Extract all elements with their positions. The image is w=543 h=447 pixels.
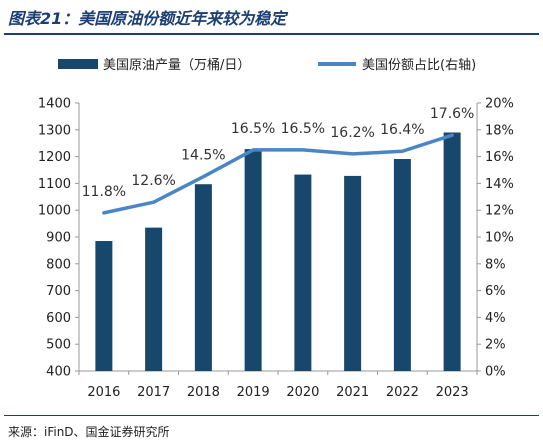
bottom-divider xyxy=(4,415,539,416)
bar xyxy=(145,227,163,371)
data-label: 14.5% xyxy=(181,148,225,164)
right-tick-label: 4% xyxy=(485,311,506,326)
legend-label-line: 美国份额占比(右轴) xyxy=(362,58,476,73)
legend-swatch-bar xyxy=(58,59,98,69)
x-tick-label: 2021 xyxy=(336,385,369,400)
bar xyxy=(393,159,411,371)
right-tick-label: 12% xyxy=(485,204,514,219)
source-note: 来源：iFinD、国金证券研究所 xyxy=(8,425,170,439)
bar xyxy=(443,132,461,371)
left-tick-label: 1000 xyxy=(38,204,71,219)
x-tick-label: 2017 xyxy=(137,385,170,400)
left-tick-label: 1200 xyxy=(38,150,71,165)
right-tick-label: 16% xyxy=(485,150,514,165)
share-line xyxy=(102,133,454,215)
left-tick-label: 800 xyxy=(46,257,71,272)
bar xyxy=(344,175,362,371)
x-tick-label: 2019 xyxy=(237,385,270,400)
left-tick-label: 1400 xyxy=(38,97,71,112)
x-tick-label: 2023 xyxy=(436,385,469,400)
bar xyxy=(95,241,113,371)
data-label: 16.4% xyxy=(380,122,424,138)
x-tick-label: 2018 xyxy=(187,385,220,400)
x-tick-label: 2020 xyxy=(286,385,319,400)
data-label: 12.6% xyxy=(131,173,175,189)
left-tick-label: 1300 xyxy=(38,123,71,138)
bar xyxy=(294,174,312,371)
data-label: 17.6% xyxy=(430,106,474,122)
bar xyxy=(194,184,212,371)
left-tick-label: 400 xyxy=(46,365,71,380)
legend-label-bar: 美国原油产量（万桶/日） xyxy=(103,58,250,73)
figure-title: 图表21：美国原油份额近年来较为稳定 xyxy=(8,9,287,28)
right-tick-label: 20% xyxy=(485,97,514,112)
data-label: 16.5% xyxy=(281,121,325,137)
title-divider xyxy=(4,33,539,35)
left-tick-label: 600 xyxy=(46,311,71,326)
right-tick-label: 0% xyxy=(485,365,506,380)
bar xyxy=(244,149,262,371)
data-label: 16.2% xyxy=(330,125,374,141)
left-tick-label: 900 xyxy=(46,231,71,246)
right-tick-label: 10% xyxy=(485,231,514,246)
right-tick-label: 6% xyxy=(485,284,506,299)
right-tick-label: 14% xyxy=(485,177,514,192)
data-label: 16.5% xyxy=(231,121,275,137)
left-tick-label: 500 xyxy=(46,338,71,353)
left-tick-label: 700 xyxy=(46,284,71,299)
left-tick-label: 1100 xyxy=(38,177,71,192)
right-tick-label: 2% xyxy=(485,338,506,353)
right-tick-label: 8% xyxy=(485,257,506,272)
x-tick-label: 2022 xyxy=(386,385,419,400)
data-label: 11.8% xyxy=(82,184,126,200)
right-tick-label: 18% xyxy=(485,123,514,138)
x-tick-label: 2016 xyxy=(87,385,120,400)
